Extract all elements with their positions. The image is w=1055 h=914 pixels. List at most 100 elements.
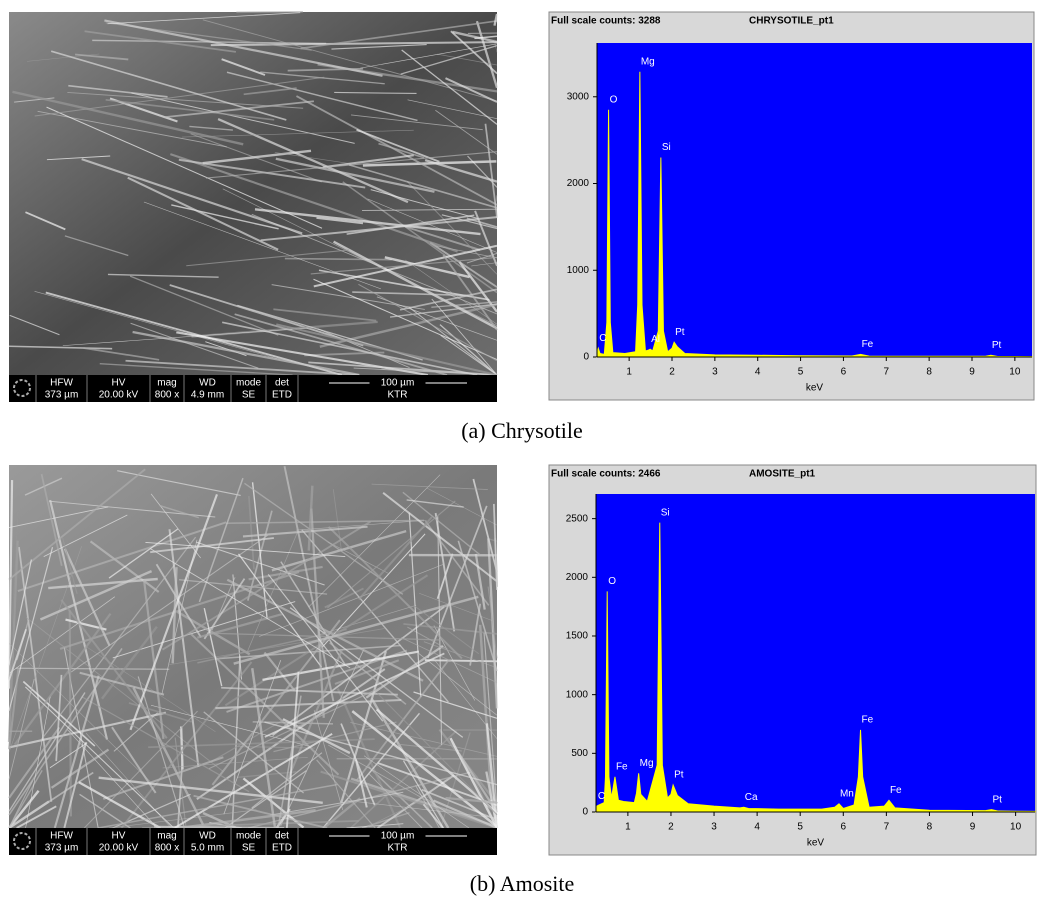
x-tick-label: 10 xyxy=(1009,367,1021,378)
fiber xyxy=(469,603,482,666)
info-value: SE xyxy=(242,390,256,401)
fiber xyxy=(474,553,486,610)
fiber xyxy=(168,529,200,768)
info-value: ETD xyxy=(272,843,292,854)
y-tick-label: 1500 xyxy=(566,631,589,642)
fiber xyxy=(46,155,111,161)
fiber xyxy=(171,567,178,664)
fiber xyxy=(83,347,160,361)
x-tick-label: 7 xyxy=(884,367,890,378)
fiber xyxy=(300,20,498,50)
x-tick-label: 9 xyxy=(969,367,975,378)
scale-label: 100 µm xyxy=(381,831,415,842)
x-tick-label: 1 xyxy=(625,822,631,833)
fiber xyxy=(407,99,498,119)
fiber xyxy=(8,468,146,581)
fiber xyxy=(24,686,175,829)
info-label: mag xyxy=(157,378,176,389)
fiber xyxy=(483,632,498,812)
fiber xyxy=(125,359,360,376)
fiber xyxy=(433,799,498,829)
fiber xyxy=(215,698,402,710)
fiber xyxy=(376,296,498,341)
fiber xyxy=(413,605,480,655)
peak-label: C xyxy=(598,791,605,802)
operator: KTR xyxy=(388,843,408,854)
fiber xyxy=(327,526,463,660)
fiber xyxy=(68,610,72,817)
x-tick-label: 8 xyxy=(926,367,932,378)
fiber xyxy=(264,652,445,738)
fiber xyxy=(421,788,498,821)
info-value: 373 µm xyxy=(45,843,79,854)
fiber xyxy=(143,201,381,290)
fiber xyxy=(367,198,498,253)
fiber xyxy=(70,535,268,673)
fiber xyxy=(8,711,167,749)
fiber xyxy=(346,823,404,829)
fiber xyxy=(48,577,158,590)
fiber xyxy=(276,323,498,376)
fiber xyxy=(159,504,199,519)
fiber xyxy=(384,256,470,279)
fiber xyxy=(206,632,442,641)
info-label: HV xyxy=(112,378,126,389)
fiber xyxy=(12,90,244,146)
fiber xyxy=(154,825,285,830)
fiber xyxy=(327,500,456,609)
fiber xyxy=(351,710,498,828)
fiber xyxy=(275,157,435,193)
fiber xyxy=(130,322,259,369)
fiber xyxy=(25,696,51,829)
fiber xyxy=(336,688,402,829)
spectrum xyxy=(596,71,1033,358)
fiber xyxy=(203,578,246,640)
fiber xyxy=(223,659,282,815)
fiber xyxy=(221,58,266,76)
fiber xyxy=(145,541,346,558)
fiber xyxy=(67,91,304,109)
fiber xyxy=(244,482,404,595)
fiber xyxy=(242,525,368,538)
fiber xyxy=(475,20,499,89)
fiber xyxy=(363,755,470,829)
x-tick-label: 4 xyxy=(754,822,760,833)
chart-title: AMOSITE_pt1 xyxy=(749,469,816,480)
fiber xyxy=(60,599,168,739)
fiber xyxy=(8,770,43,829)
fiber xyxy=(181,129,414,138)
fiber xyxy=(286,649,343,782)
fiber xyxy=(248,495,255,570)
fiber xyxy=(431,301,498,308)
fiber xyxy=(211,577,236,631)
fiber xyxy=(340,723,376,806)
fiber xyxy=(457,540,498,672)
fiber xyxy=(49,742,88,769)
fiber xyxy=(98,776,323,804)
fiber xyxy=(210,41,498,47)
fiber xyxy=(7,480,14,689)
fiber xyxy=(129,275,279,336)
info-value: 20.00 kV xyxy=(99,843,139,854)
fiber xyxy=(179,809,316,830)
x-tick-label: 5 xyxy=(797,822,803,833)
fiber xyxy=(424,659,498,663)
fiber xyxy=(308,361,498,376)
fiber xyxy=(197,628,347,664)
fiber xyxy=(208,686,382,770)
fiber xyxy=(108,528,179,579)
fiber xyxy=(340,650,387,803)
fiber xyxy=(466,252,498,264)
fiber xyxy=(417,652,498,716)
fiber xyxy=(358,283,498,362)
peak-label: Pt xyxy=(992,340,1002,351)
fiber xyxy=(237,553,323,668)
peak-label: C xyxy=(599,333,606,344)
peak-label: Pt xyxy=(675,327,685,338)
fiber xyxy=(189,125,233,131)
fiber xyxy=(370,697,450,829)
fiber xyxy=(251,667,277,829)
info-label: WD xyxy=(199,378,216,389)
info-label: det xyxy=(275,831,289,842)
fiber xyxy=(284,257,392,261)
